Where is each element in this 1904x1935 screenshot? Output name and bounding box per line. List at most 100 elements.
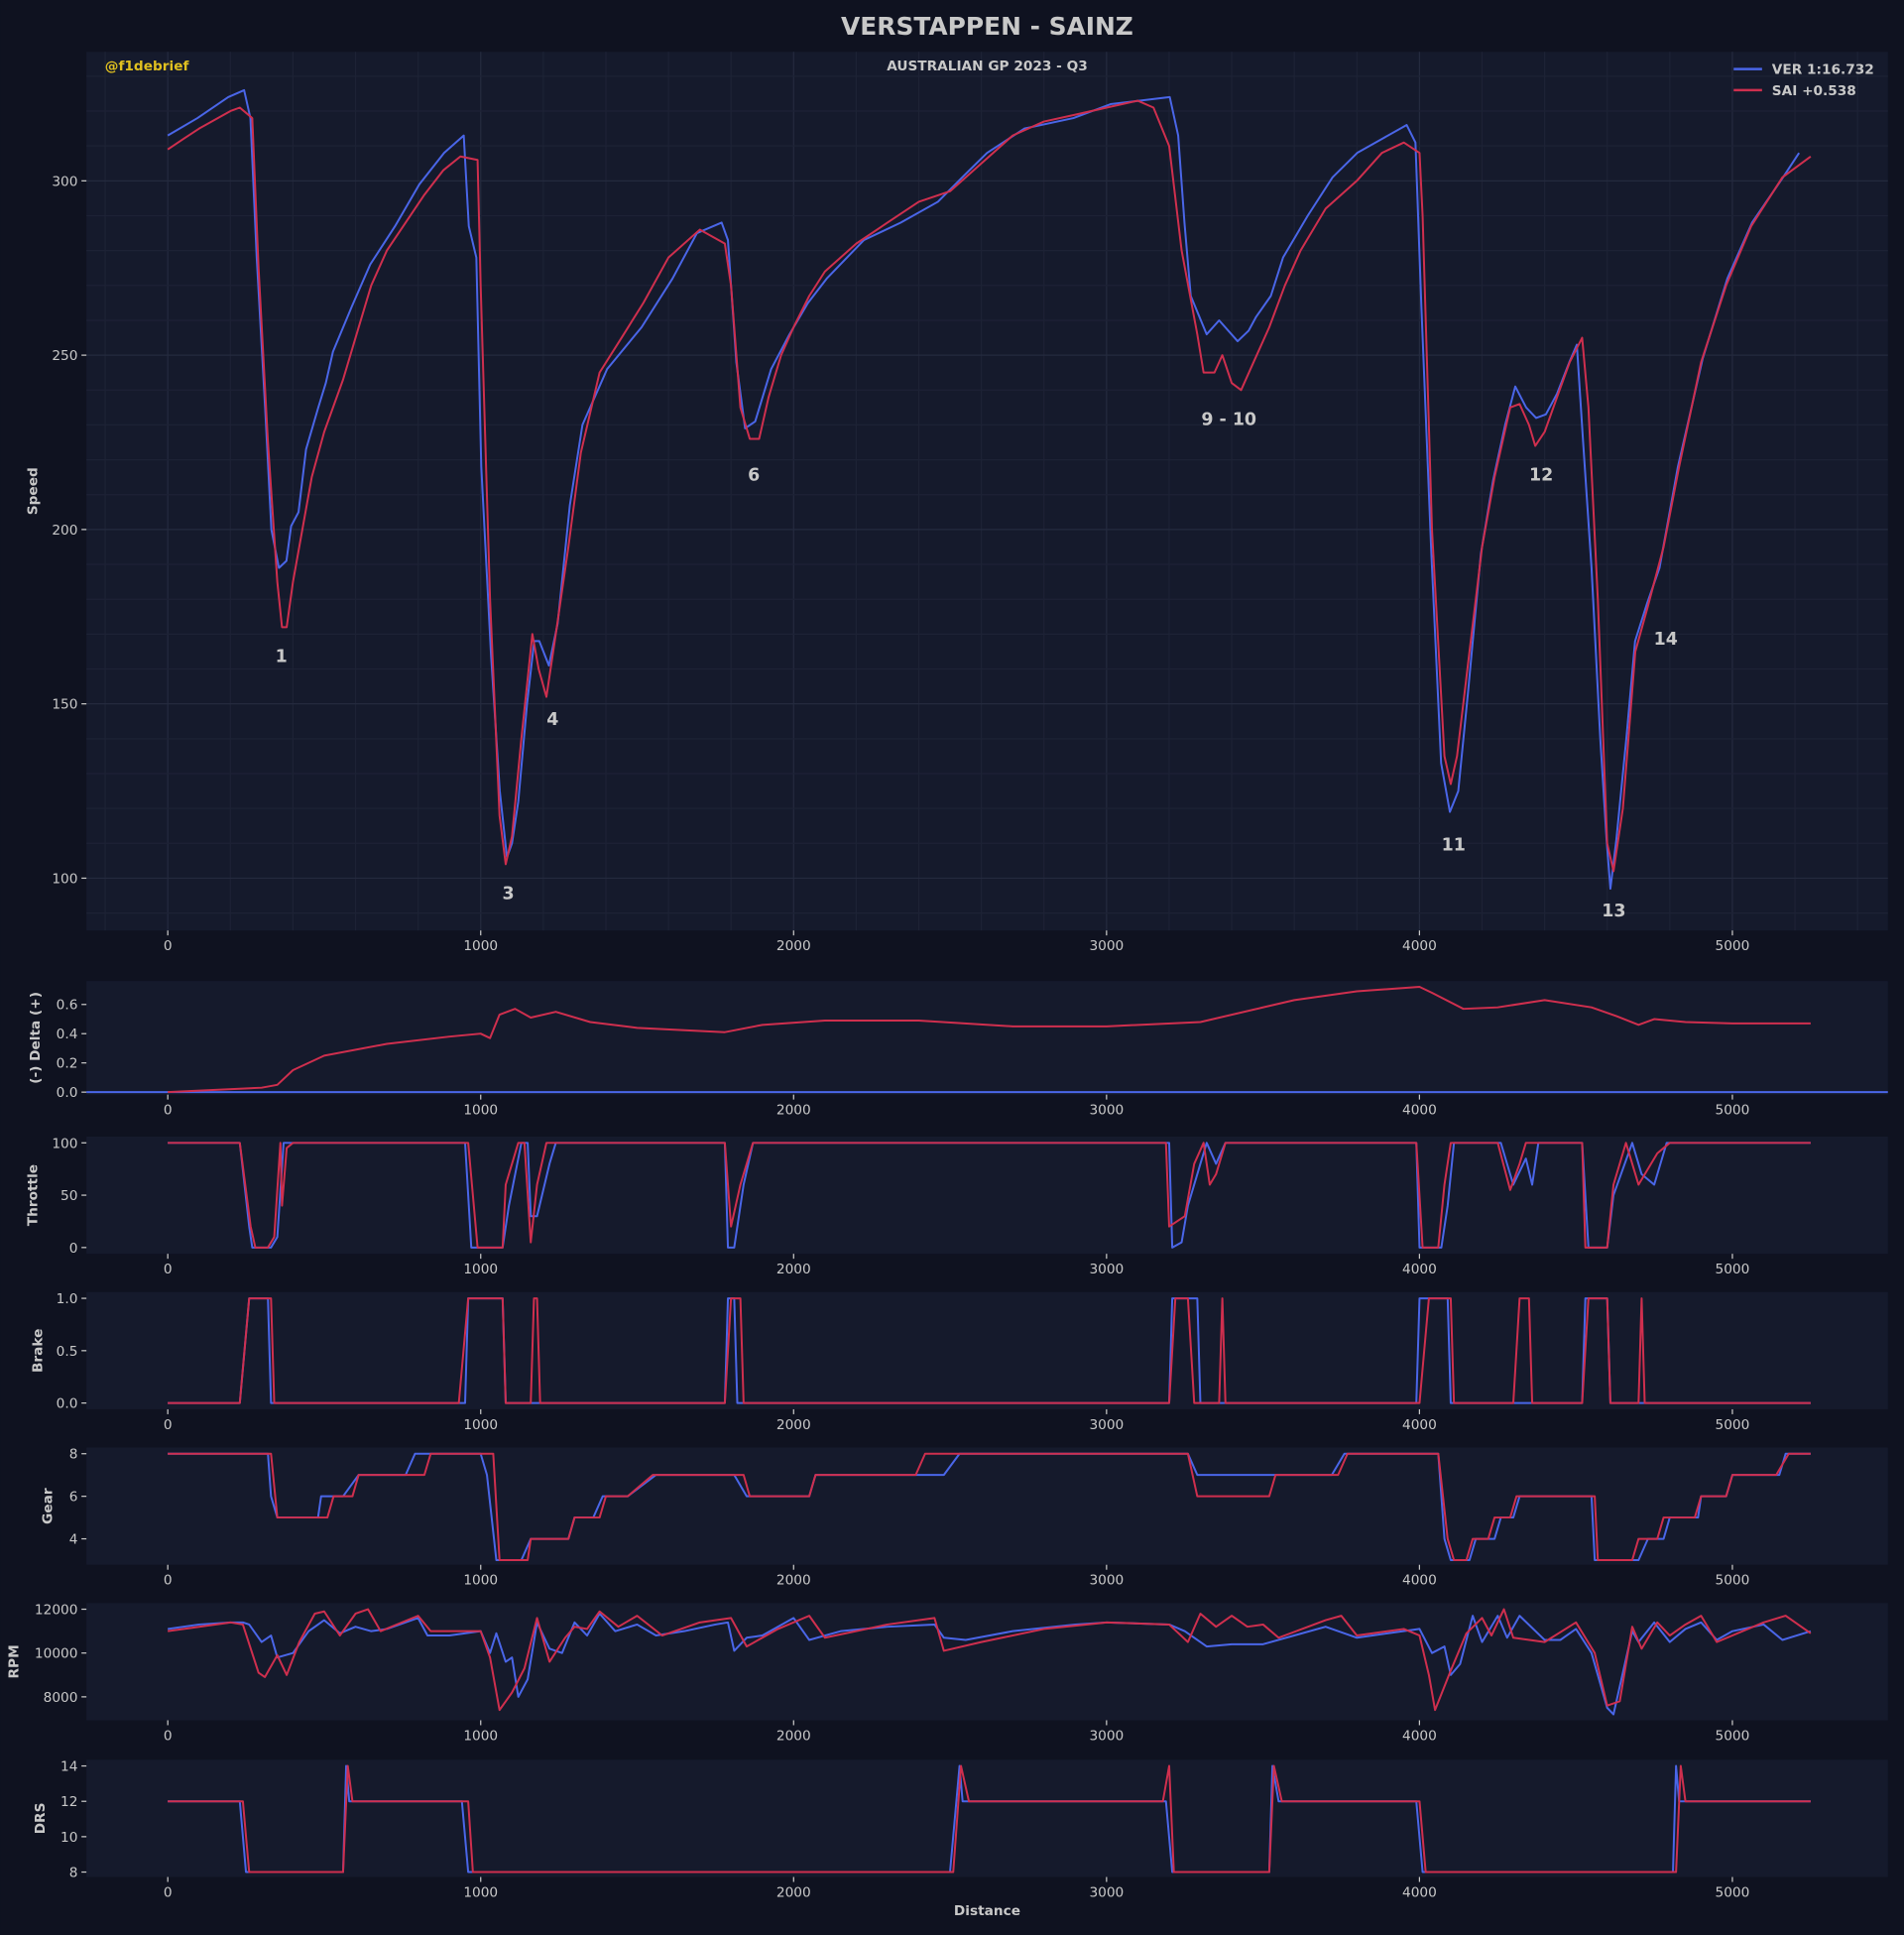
series-line-sai — [168, 1452, 1811, 1561]
axes-background — [86, 1759, 1888, 1877]
panel-throttle: 0 1000 2000 3000 4000 5000 0 50 100 Throttle — [25, 1136, 1888, 1277]
series-line-sai — [168, 1764, 1811, 1874]
x-tick-label: 4000 — [1402, 1103, 1437, 1119]
x-tick-label: 5000 — [1716, 1573, 1750, 1589]
x-tick-label: 0 — [164, 1728, 173, 1744]
legend-label-ver: VER 1:16.732 — [1772, 62, 1874, 78]
x-tick-label: 2000 — [776, 1417, 811, 1433]
x-tick-label: 3000 — [1089, 1884, 1124, 1900]
x-tick-label: 5000 — [1716, 1728, 1750, 1744]
x-tick-label: 2000 — [776, 938, 811, 954]
y-axis-label: Throttle — [25, 1164, 41, 1226]
y-tick-label: 0.2 — [57, 1056, 78, 1072]
x-tick-label: 1000 — [463, 1573, 498, 1589]
corner-label: 11 — [1442, 835, 1466, 855]
panel-rpm: 0 1000 2000 3000 4000 5000 8000 10000 12000 RPM — [7, 1602, 1888, 1744]
x-tick-label: 3000 — [1089, 1262, 1124, 1277]
y-tick-label: 50 — [60, 1188, 77, 1204]
chart-title: VERSTAPPEN - SAINZ — [841, 12, 1133, 41]
x-tick-label: 0 — [164, 938, 173, 954]
x-tick-label: 4000 — [1402, 1884, 1437, 1900]
y-tick-label: 100 — [52, 871, 77, 887]
y-tick-label: 8 — [69, 1866, 78, 1881]
x-tick-label: 5000 — [1716, 1103, 1750, 1119]
y-tick-label: 12 — [60, 1794, 77, 1810]
y-tick-label: 10 — [60, 1830, 77, 1846]
y-tick-label: 0 — [69, 1241, 78, 1257]
axes-background — [86, 981, 1888, 1095]
series-line-sai — [168, 1142, 1811, 1249]
axes-background — [86, 1136, 1888, 1255]
y-axis-label: DRS — [33, 1803, 49, 1835]
series-line-sai — [168, 986, 1811, 1094]
y-axis-label: Brake — [30, 1329, 46, 1373]
x-tick-label: 1000 — [463, 1884, 498, 1900]
x-tick-label: 5000 — [1716, 1262, 1750, 1277]
x-axis-label: Distance — [954, 1903, 1020, 1919]
y-axis-label: Speed — [25, 467, 41, 515]
watermark: @f1debrief — [105, 59, 190, 74]
x-tick-label: 1000 — [463, 1103, 498, 1119]
chart-subtitle: AUSTRALIAN GP 2023 - Q3 — [887, 59, 1088, 74]
axes-background — [86, 1447, 1888, 1565]
corner-label: 3 — [502, 885, 514, 905]
series-line-sai — [168, 1297, 1811, 1404]
x-tick-label: 2000 — [776, 1884, 811, 1900]
x-tick-label: 2000 — [776, 1262, 811, 1277]
x-tick-label: 0 — [164, 1417, 173, 1433]
axes-background — [86, 1603, 1888, 1721]
y-tick-label: 6 — [69, 1490, 78, 1506]
corner-label: 12 — [1529, 466, 1553, 486]
x-tick-label: 1000 — [463, 1417, 498, 1433]
x-tick-label: 2000 — [776, 1573, 811, 1589]
y-tick-label: 8000 — [44, 1690, 78, 1706]
corner-label: 6 — [748, 466, 760, 486]
legend: VER 1:16.732 SAI +0.538 — [1733, 62, 1874, 99]
x-tick-label: 0 — [164, 1884, 173, 1900]
x-tick-label: 2000 — [776, 1728, 811, 1744]
y-tick-label: 0.5 — [57, 1344, 78, 1360]
x-tick-label: 1000 — [463, 938, 498, 954]
corner-label: 1 — [276, 647, 288, 666]
y-tick-label: 200 — [52, 523, 77, 539]
corner-label: 9 - 10 — [1201, 410, 1256, 429]
series-line-sai — [168, 1608, 1812, 1712]
y-tick-label: 0.4 — [57, 1027, 78, 1042]
y-axis-label: Gear — [40, 1488, 56, 1524]
x-tick-label: 5000 — [1716, 1884, 1750, 1900]
panel-speed: 0 1000 2000 3000 4000 5000 100 150 200 250 300 Spee… — [25, 52, 1888, 954]
x-tick-label: 1000 — [463, 1728, 498, 1744]
x-tick-label: 3000 — [1089, 1417, 1124, 1433]
x-tick-label: 2000 — [776, 1103, 811, 1119]
y-tick-label: 0.6 — [57, 998, 78, 1014]
y-tick-label: 300 — [52, 174, 77, 189]
y-axis-label: (-) Delta (+) — [28, 992, 44, 1084]
axes-background — [86, 52, 1888, 931]
y-tick-label: 0.0 — [57, 1396, 78, 1412]
y-tick-label: 250 — [52, 348, 77, 364]
panel-delta: 0 1000 2000 3000 4000 5000 0.0 0.2 0.4 0.6 (-) Del… — [28, 981, 1888, 1119]
x-tick-label: 0 — [164, 1262, 173, 1277]
x-tick-label: 4000 — [1402, 938, 1437, 954]
corner-label: 4 — [546, 710, 558, 730]
y-tick-label: 8 — [69, 1447, 78, 1463]
series-line-sai — [167, 99, 1812, 873]
x-tick-label: 4000 — [1402, 1262, 1437, 1277]
y-tick-label: 1.0 — [57, 1291, 78, 1307]
x-tick-label: 0 — [164, 1573, 173, 1589]
panel-drs: 0 1000 2000 3000 4000 5000 8 10 12 14 DRS — [33, 1759, 1888, 1900]
x-tick-label: 1000 — [463, 1262, 498, 1277]
legend-label-sai: SAI +0.538 — [1772, 83, 1856, 99]
x-tick-label: 5000 — [1716, 938, 1750, 954]
y-tick-label: 12000 — [35, 1602, 78, 1618]
panel-brake: 0 1000 2000 3000 4000 5000 0.0 0.5 1.0 Brake — [30, 1291, 1888, 1433]
x-tick-label: 3000 — [1089, 1103, 1124, 1119]
x-tick-label: 4000 — [1402, 1573, 1437, 1589]
x-tick-label: 3000 — [1089, 1728, 1124, 1744]
x-tick-label: 3000 — [1089, 938, 1124, 954]
corner-label: 14 — [1654, 630, 1678, 650]
y-tick-label: 10000 — [35, 1646, 78, 1662]
panel-gear: 0 1000 2000 3000 4000 5000 4 6 8 Gear — [40, 1447, 1888, 1589]
x-tick-label: 0 — [164, 1103, 173, 1119]
